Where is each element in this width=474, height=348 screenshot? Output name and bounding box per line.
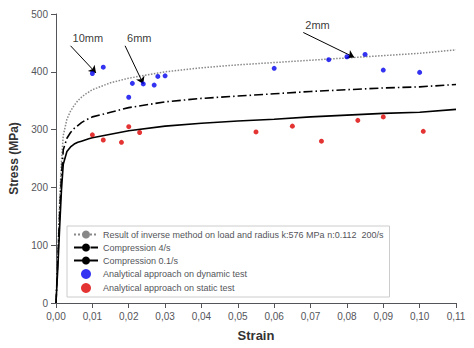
svg-text:0,08: 0,08 (337, 311, 357, 322)
svg-text:0,01: 0,01 (83, 311, 103, 322)
svg-text:300: 300 (31, 124, 48, 135)
svg-text:0,03: 0,03 (155, 311, 175, 322)
svg-text:0,05: 0,05 (228, 311, 248, 322)
svg-text:0,02: 0,02 (119, 311, 139, 322)
svg-text:0,00: 0,00 (46, 311, 66, 322)
svg-text:10mm: 10mm (73, 32, 104, 44)
svg-text:Result of inverse method on lo: Result of inverse method on load and rad… (103, 230, 384, 240)
svg-text:Compression 0.1/s: Compression 0.1/s (103, 256, 179, 266)
svg-text:0: 0 (42, 298, 48, 309)
svg-text:Analytical approach on static: Analytical approach on static test (103, 283, 235, 293)
svg-text:0,07: 0,07 (301, 311, 321, 322)
svg-text:6mm: 6mm (127, 32, 151, 44)
svg-text:0,10: 0,10 (410, 311, 430, 322)
svg-text:200: 200 (31, 182, 48, 193)
svg-text:0,06: 0,06 (264, 311, 284, 322)
svg-text:0,11: 0,11 (447, 311, 466, 322)
svg-text:400: 400 (31, 66, 48, 77)
svg-text:Analytical approach on dynamic: Analytical approach on dynamic test (103, 269, 248, 279)
svg-text:0,09: 0,09 (374, 311, 394, 322)
svg-text:Compression 4/s: Compression 4/s (103, 243, 171, 253)
svg-text:0,04: 0,04 (192, 311, 212, 322)
svg-text:2mm: 2mm (305, 19, 329, 31)
svg-text:500: 500 (31, 9, 48, 20)
svg-text:100: 100 (31, 240, 48, 251)
svg-text:Stress (MPa): Stress (MPa) (7, 122, 21, 195)
svg-text:Strain: Strain (238, 328, 275, 343)
